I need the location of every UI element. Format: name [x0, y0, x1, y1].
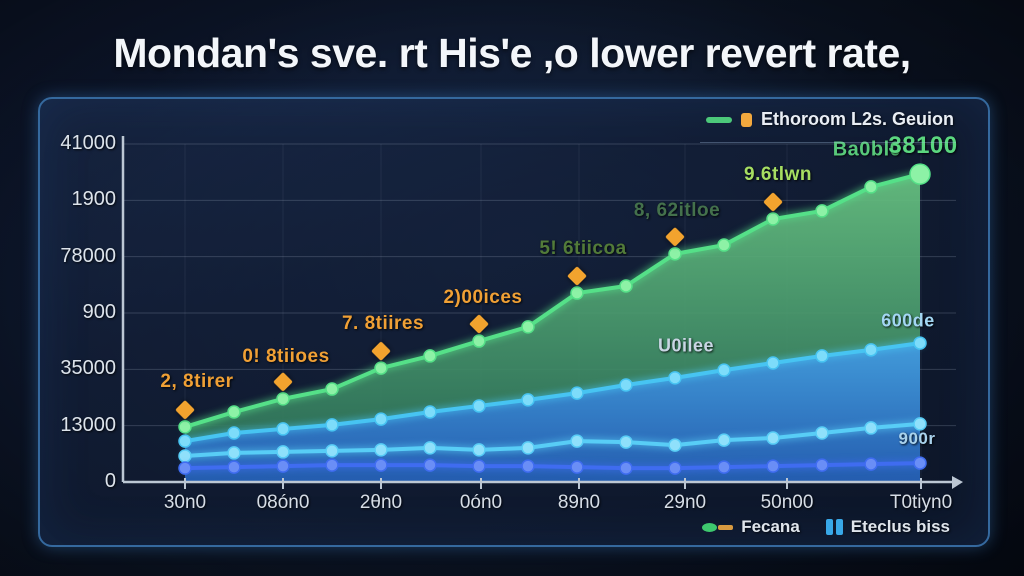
x-tick-label: 2θn0 [359, 492, 403, 513]
data-point-label: 2, 8tirer [160, 371, 234, 392]
data-point-label: 5! 6tiicoa [539, 238, 627, 259]
legend-top-label: Ethoroom L2s. Geuion [760, 109, 954, 129]
y-tick-label: 0 [104, 470, 116, 492]
x-tick-label: 0ón0 [459, 492, 503, 513]
data-point-label: 600de [881, 310, 935, 331]
y-tick-label: 78000 [60, 244, 116, 267]
x-tick-label: 08ón0 [256, 492, 310, 513]
data-point-label: 7. 8tiires [341, 313, 425, 334]
legend-bottom: Fecana Eteclus biss [702, 517, 950, 537]
data-point-label: 38100 [888, 132, 958, 159]
legend-item-green-label: Fecana [741, 517, 800, 536]
data-point-label: 0! 8tiioes [242, 346, 330, 367]
chart-panel [38, 97, 990, 547]
blue-bars-icon [825, 519, 843, 535]
orange-square-icon [740, 112, 752, 127]
legend-divider [700, 142, 956, 143]
y-tick-label: 41000 [60, 132, 116, 154]
data-point-label: 900r [898, 429, 936, 448]
x-tick-label: 50n00 [760, 492, 814, 513]
data-point-label: 8, 62itloe [633, 200, 721, 221]
x-tick-label: 30n0 [163, 492, 207, 513]
green-dot-icon [702, 522, 718, 532]
green-dash-icon [705, 116, 732, 123]
x-tick-label: 89n0 [557, 492, 601, 513]
data-point-label: 2)00ices [443, 287, 523, 308]
x-tick-label: 29n0 [663, 492, 707, 513]
y-tick-label: 35000 [60, 357, 116, 380]
legend-item-green: Fecana [702, 517, 800, 537]
y-tick-label: 13000 [60, 413, 116, 436]
legend-item-blue: Eteclus biss [825, 517, 950, 537]
orange-dash-icon [718, 524, 734, 530]
data-point-label: U0ilee [657, 335, 715, 356]
page-title: Mondan's sve. rt His'e ,o lower revert r… [113, 30, 911, 76]
y-tick-label: 1900 [71, 188, 117, 211]
y-tick-label: 900 [82, 301, 116, 323]
x-tick-label: T0tiyn0 [889, 492, 953, 513]
data-point-label: 9.6tlwn [744, 164, 812, 185]
legend-item-blue-label: Eteclus biss [850, 517, 950, 536]
data-point-label: Ba0bl0 [832, 138, 902, 161]
legend-top: Ethoroom L2s. Geuion [705, 109, 954, 130]
